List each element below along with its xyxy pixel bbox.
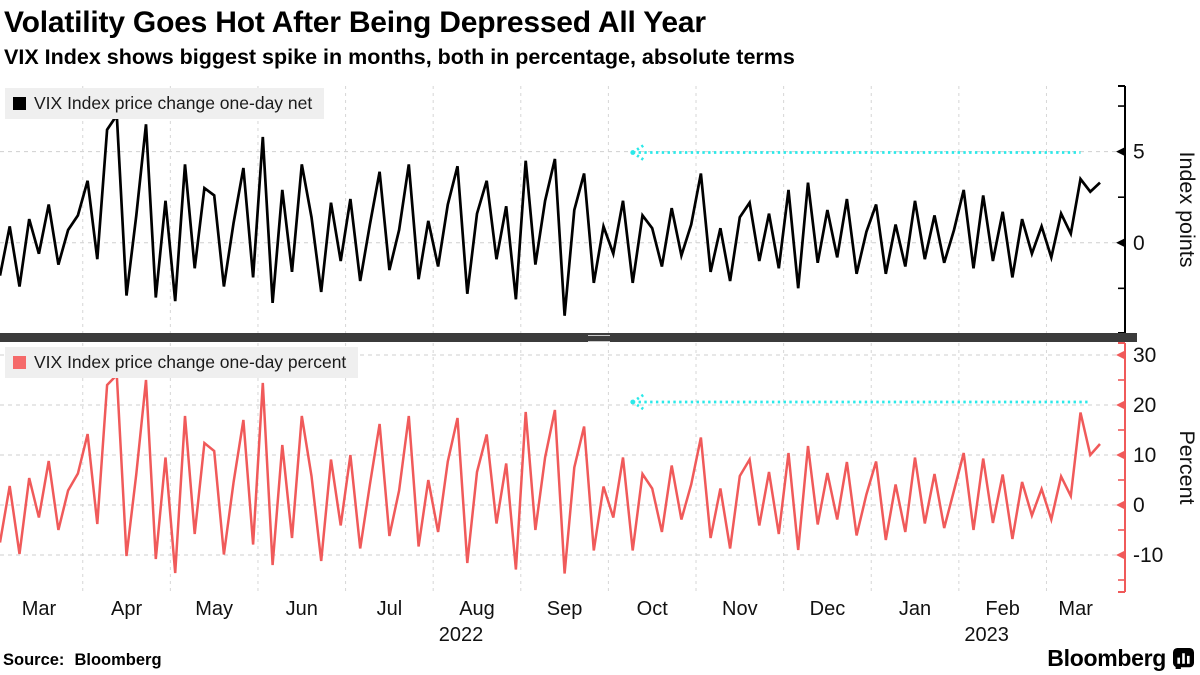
svg-text:20: 20 xyxy=(1133,394,1156,417)
legend-net: VIX Index price change one-day net xyxy=(5,88,325,119)
percent-legend-swatch xyxy=(13,356,26,369)
svg-text:Percent: Percent xyxy=(1175,430,1199,504)
net-legend-label: VIX Index price change one-day net xyxy=(34,93,313,113)
splitter-grip-icon[interactable] xyxy=(588,335,610,342)
panel-splitter[interactable] xyxy=(0,333,1137,342)
svg-text:0: 0 xyxy=(1133,232,1145,255)
svg-text:Apr: Apr xyxy=(111,598,142,620)
svg-text:Oct: Oct xyxy=(637,598,669,620)
svg-text:May: May xyxy=(195,598,233,620)
bloomberg-terminal-icon xyxy=(1173,648,1194,669)
svg-text:Nov: Nov xyxy=(722,598,758,620)
svg-text:Jan: Jan xyxy=(899,598,931,620)
chart-subtitle: VIX Index shows biggest spike in months,… xyxy=(4,45,795,69)
svg-text:Mar: Mar xyxy=(22,598,57,620)
svg-text:Aug: Aug xyxy=(459,598,495,620)
svg-text:5: 5 xyxy=(1133,141,1145,164)
svg-text:Index points: Index points xyxy=(1175,152,1199,268)
svg-text:-10: -10 xyxy=(1133,544,1163,567)
svg-text:30: 30 xyxy=(1133,344,1156,367)
svg-text:Mar: Mar xyxy=(1058,598,1093,620)
legend-percent: VIX Index price change one-day percent xyxy=(5,347,359,378)
bloomberg-logo: Bloomberg xyxy=(1047,645,1194,672)
svg-text:Jul: Jul xyxy=(377,598,403,620)
svg-text:Sep: Sep xyxy=(547,598,583,620)
chart-title: Volatility Goes Hot After Being Depresse… xyxy=(4,6,706,39)
chart-header: Volatility Goes Hot After Being Depresse… xyxy=(4,4,1194,70)
svg-text:0: 0 xyxy=(1133,494,1145,517)
svg-text:2022: 2022 xyxy=(439,624,484,646)
svg-text:Feb: Feb xyxy=(985,598,1019,620)
source-note: Source: Bloomberg xyxy=(3,651,162,669)
svg-text:10: 10 xyxy=(1133,444,1156,467)
svg-text:Dec: Dec xyxy=(810,598,846,620)
dual-panel-line-chart: 5 0 Index points 30 20 10 0 -10 Percent Mar Apr May… xyxy=(0,85,1199,646)
svg-text:Jun: Jun xyxy=(286,598,318,620)
svg-text:2023: 2023 xyxy=(964,624,1009,646)
net-legend-swatch xyxy=(13,97,26,110)
bloomberg-wordmark: Bloomberg xyxy=(1047,645,1166,671)
percent-legend-label: VIX Index price change one-day percent xyxy=(34,352,347,372)
